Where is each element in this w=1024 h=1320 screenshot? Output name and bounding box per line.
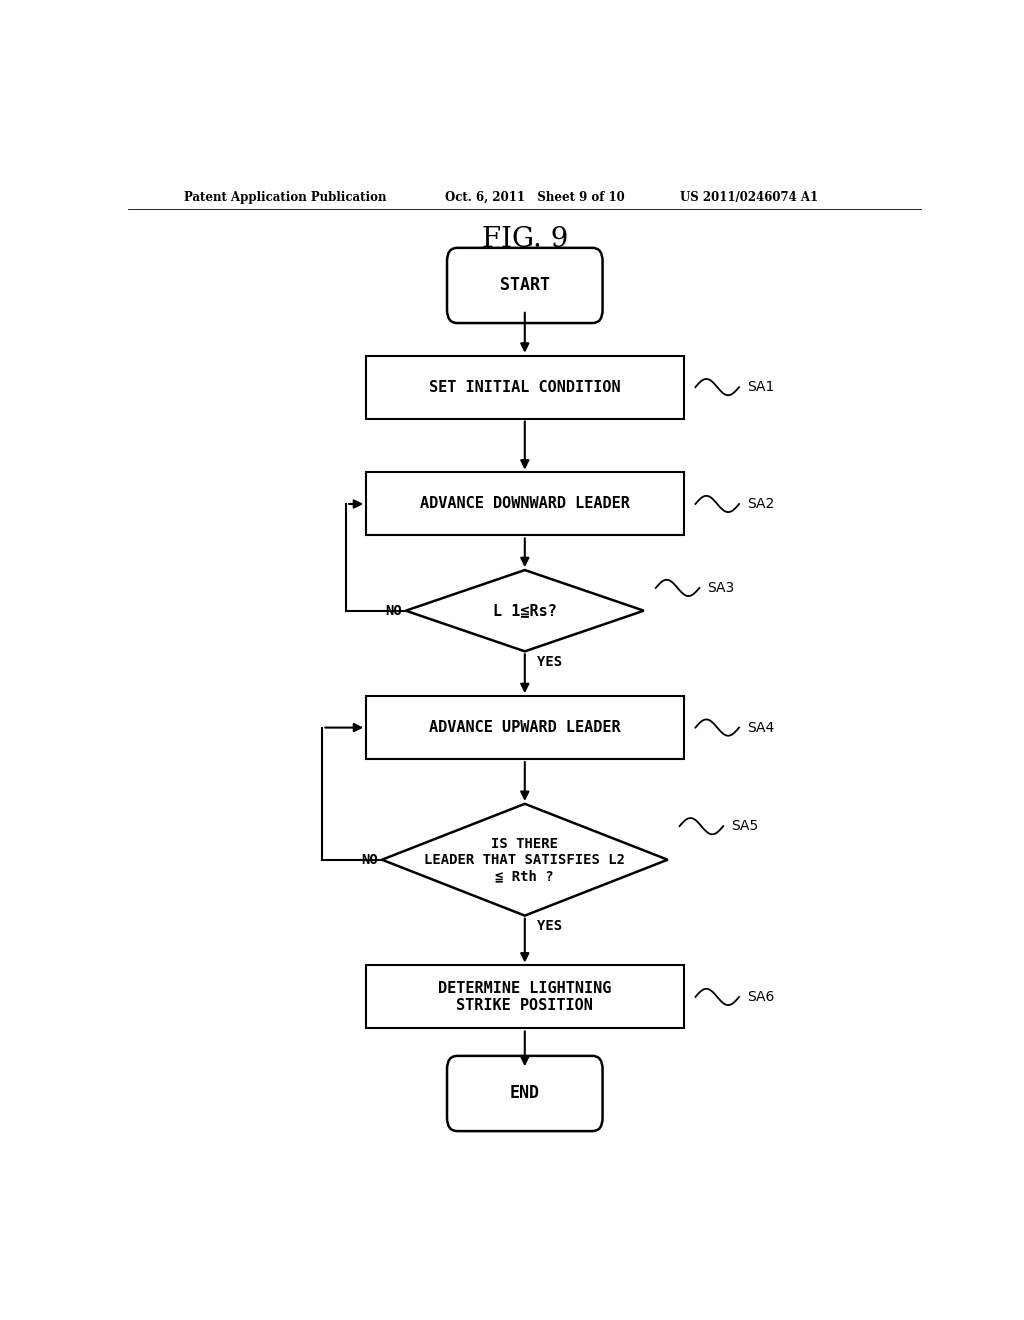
FancyBboxPatch shape [447, 248, 602, 323]
Text: Oct. 6, 2011   Sheet 9 of 10: Oct. 6, 2011 Sheet 9 of 10 [445, 190, 626, 203]
Text: Patent Application Publication: Patent Application Publication [183, 190, 386, 203]
Text: NO: NO [361, 853, 378, 867]
Polygon shape [382, 804, 668, 916]
Text: ADVANCE DOWNWARD LEADER: ADVANCE DOWNWARD LEADER [420, 496, 630, 511]
Text: SA4: SA4 [748, 721, 774, 735]
Text: SA6: SA6 [748, 990, 774, 1005]
FancyBboxPatch shape [447, 1056, 602, 1131]
Text: DETERMINE LIGHTNING
STRIKE POSITION: DETERMINE LIGHTNING STRIKE POSITION [438, 981, 611, 1014]
Text: SA3: SA3 [708, 581, 734, 595]
Text: US 2011/0246074 A1: US 2011/0246074 A1 [680, 190, 818, 203]
Bar [367, 696, 684, 759]
Text: SA2: SA2 [748, 496, 774, 511]
Bar [367, 473, 684, 536]
Text: YES: YES [537, 919, 562, 933]
Text: SA5: SA5 [731, 820, 759, 833]
Bar [367, 355, 684, 418]
Text: YES: YES [537, 655, 562, 668]
Text: SET INITIAL CONDITION: SET INITIAL CONDITION [429, 380, 621, 395]
Text: L 1≦Rs?: L 1≦Rs? [493, 603, 557, 618]
Bar [367, 965, 684, 1028]
Text: NO: NO [385, 603, 401, 618]
Polygon shape [406, 570, 644, 651]
Text: IS THERE
LEADER THAT SATISFIES L2
≦ Rth ?: IS THERE LEADER THAT SATISFIES L2 ≦ Rth … [424, 837, 626, 883]
Text: END: END [510, 1085, 540, 1102]
Text: FIG. 9: FIG. 9 [481, 226, 568, 253]
Text: START: START [500, 276, 550, 294]
Text: SA1: SA1 [748, 380, 774, 395]
Text: ADVANCE UPWARD LEADER: ADVANCE UPWARD LEADER [429, 721, 621, 735]
